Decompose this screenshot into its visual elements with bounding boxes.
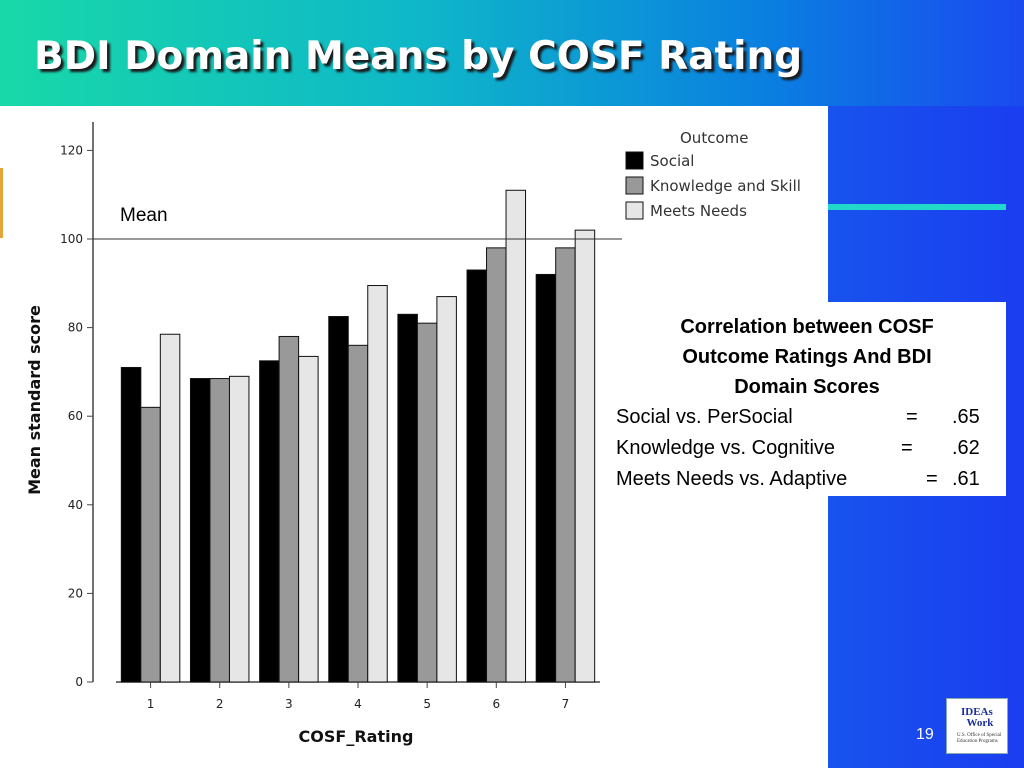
x-tick-label: 6 <box>492 697 500 711</box>
x-tick-label: 7 <box>562 697 570 711</box>
bar-social <box>535 273 557 683</box>
y-tick-label: 0 <box>75 675 83 689</box>
correlation-value: .61 <box>952 468 980 490</box>
x-tick-label: 1 <box>147 697 155 711</box>
y-tick-label: 80 <box>68 321 83 335</box>
correlation-title-line: Domain Scores <box>734 376 880 398</box>
bar-chart: 0 20 40 60 80 100 120 1 2 3 4 5 6 7 Mean COSF_Rating Mea… <box>25 122 801 746</box>
correlation-row-knowledge: Knowledge vs. Cognitive = .62 <box>610 433 1006 464</box>
x-tick-label: 2 <box>216 697 224 711</box>
logo-wordmark: IDEAs Work <box>961 706 994 729</box>
bar-meets-needs <box>367 285 388 683</box>
bar-meets-needs <box>436 296 457 683</box>
correlation-equals: = <box>926 468 938 490</box>
y-tick-label: 120 <box>60 143 83 157</box>
bar-social <box>259 360 280 683</box>
accent-line <box>828 204 1006 210</box>
correlation-label: Meets Needs vs. Adaptive <box>616 468 848 490</box>
legend-swatch <box>625 176 644 195</box>
bar-meets-needs <box>228 375 250 683</box>
bar-social <box>328 316 349 683</box>
legend-label: Meets Needs <box>650 202 747 220</box>
bar-social <box>466 269 488 683</box>
legend-title: Outcome <box>680 129 748 147</box>
bar-knowledge-and-skill <box>555 247 576 683</box>
bar-social <box>189 378 211 683</box>
bar-knowledge-and-skill <box>209 378 230 683</box>
correlation-row-social: Social vs. PerSocial = .65 <box>610 402 1006 433</box>
correlation-value: .65 <box>952 406 980 428</box>
correlation-label: Knowledge vs. Cognitive <box>616 437 836 459</box>
logo-subtext: U.S. Office of Special Education Program… <box>957 733 1002 744</box>
y-tick-label: 20 <box>68 586 83 600</box>
mean-label: Mean <box>120 205 168 226</box>
bar-social <box>120 366 142 683</box>
correlation-label: Social vs. PerSocial <box>616 406 793 428</box>
bar-knowledge-and-skill <box>347 344 369 683</box>
correlation-equals: = <box>906 406 918 428</box>
legend-label: Knowledge and Skill <box>650 177 801 195</box>
left-edge-marker <box>0 168 3 238</box>
slide-title: BDI Domain Means by COSF Rating <box>34 34 803 79</box>
x-tick-label: 5 <box>423 697 431 711</box>
title-band <box>0 0 1024 106</box>
y-tick-label: 40 <box>68 498 83 512</box>
legend-label: Social <box>650 152 694 170</box>
bar-knowledge-and-skill <box>416 322 438 683</box>
bar-knowledge-and-skill <box>140 406 161 683</box>
ideas-that-work-logo: IDEAs Work U.S. Office of Special Educat… <box>946 698 1008 754</box>
x-tick-label: 4 <box>354 697 362 711</box>
correlation-title-line: Outcome Ratings And BDI <box>682 346 932 368</box>
x-axis-label: COSF_Rating <box>299 727 414 746</box>
bar-meets-needs <box>298 355 319 683</box>
correlation-value: .62 <box>952 437 980 459</box>
y-axis-label: Mean standard score <box>25 305 44 495</box>
y-tick-label: 60 <box>68 409 83 423</box>
bar-knowledge-and-skill <box>486 247 507 683</box>
bar-social <box>397 313 418 683</box>
correlation-equals: = <box>901 437 913 459</box>
correlation-title-line: Correlation between COSF <box>680 316 934 338</box>
bar-meets-needs <box>574 229 596 683</box>
x-tick-label: 3 <box>285 697 293 711</box>
correlation-row-meets-needs: Meets Needs vs. Adaptive = .61 <box>610 464 1006 495</box>
bar-knowledge-and-skill <box>278 335 300 683</box>
bar-meets-needs <box>505 189 527 683</box>
page-number: 19 <box>916 726 934 743</box>
correlation-title: Correlation between COSF Outcome Ratings… <box>622 312 992 402</box>
legend-swatch <box>625 151 644 170</box>
legend-swatch <box>625 201 644 220</box>
correlation-box: Correlation between COSF Outcome Ratings… <box>610 302 1006 496</box>
bar-meets-needs <box>159 333 181 683</box>
y-tick-label: 100 <box>60 232 83 246</box>
